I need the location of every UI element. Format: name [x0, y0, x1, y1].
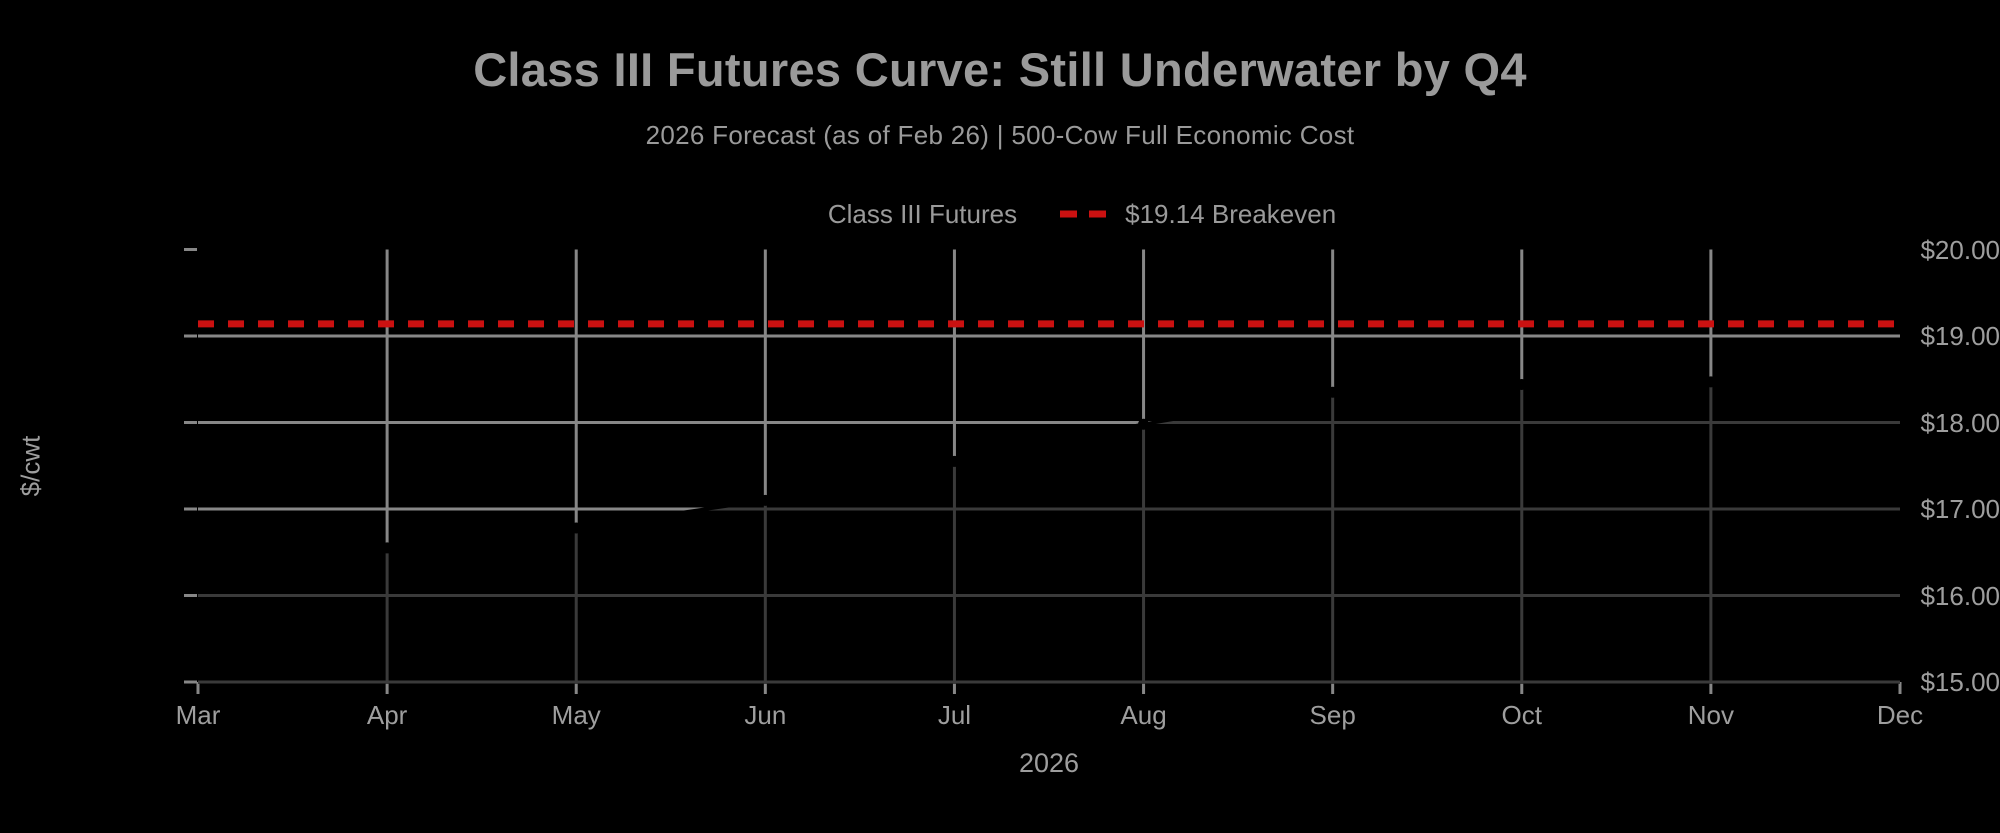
futures-marker-nov [1705, 376, 1717, 388]
futures-marker-sep [1327, 386, 1339, 398]
x-axis-label-aug: Aug [1120, 700, 1167, 730]
x-axis-label-oct: Oct [1501, 700, 1542, 730]
futures-line [197, 375, 1901, 563]
y-axis-label-19: $19.00 [1920, 321, 2000, 351]
futures-marker-mar [192, 555, 204, 567]
y-axis-label-20: $20.00 [1920, 234, 2000, 265]
futures-marker-oct [1516, 378, 1528, 390]
y-axis-label-16: $16.00 [1920, 580, 2000, 611]
x-axis-label-jun: Jun [744, 700, 787, 730]
x-axis-label-sep: Sep [1309, 700, 1356, 730]
legend-item-19-14-breakeven[interactable]: $19.14 Breakeven [1059, 199, 1336, 230]
dashed-line-swatch-icon [1060, 210, 1111, 218]
x-axis-label-mar: Mar [175, 700, 221, 730]
legend-label: Class III Futures [827, 198, 1018, 229]
futures-marker-may [570, 522, 582, 534]
futures-area-fill [198, 377, 1900, 684]
line-marker-swatch-icon [762, 208, 813, 220]
legend-item-class-iii-futures[interactable]: Class III Futures [762, 199, 1017, 230]
chart-title: Class III Futures Curve: Still Underwate… [473, 43, 1527, 96]
futures-marker-dec [1894, 372, 1906, 384]
futures-marker-aug [1138, 418, 1150, 430]
x-axis-label-nov: Nov [1687, 700, 1734, 730]
futures-marker-jul [948, 455, 960, 467]
y-axis-label-15: $15.00 [1920, 667, 2000, 697]
x-axis-label-jul: Jul [937, 700, 972, 730]
x-axis-label-dec: Dec [1876, 700, 1924, 730]
y-axis-title: $/cwt [15, 435, 46, 497]
x-axis-label-apr: Apr [366, 700, 408, 730]
futures-marker-apr [381, 542, 393, 554]
chart-subtitle: 2026 Forecast (as of Feb 26) | 500-Cow F… [645, 120, 1355, 150]
futures-marker-jun [759, 494, 771, 506]
legend: Class III Futures $19.14 Breakeven [49, 196, 2000, 232]
x-axis-title: 2026 [1018, 748, 1080, 778]
legend-label: $19.14 Breakeven [1125, 198, 1337, 229]
y-axis-label-17: $17.00 [1920, 494, 2000, 524]
y-axis-label-18: $18.00 [1920, 407, 2000, 438]
x-axis-label-may: May [551, 700, 601, 730]
